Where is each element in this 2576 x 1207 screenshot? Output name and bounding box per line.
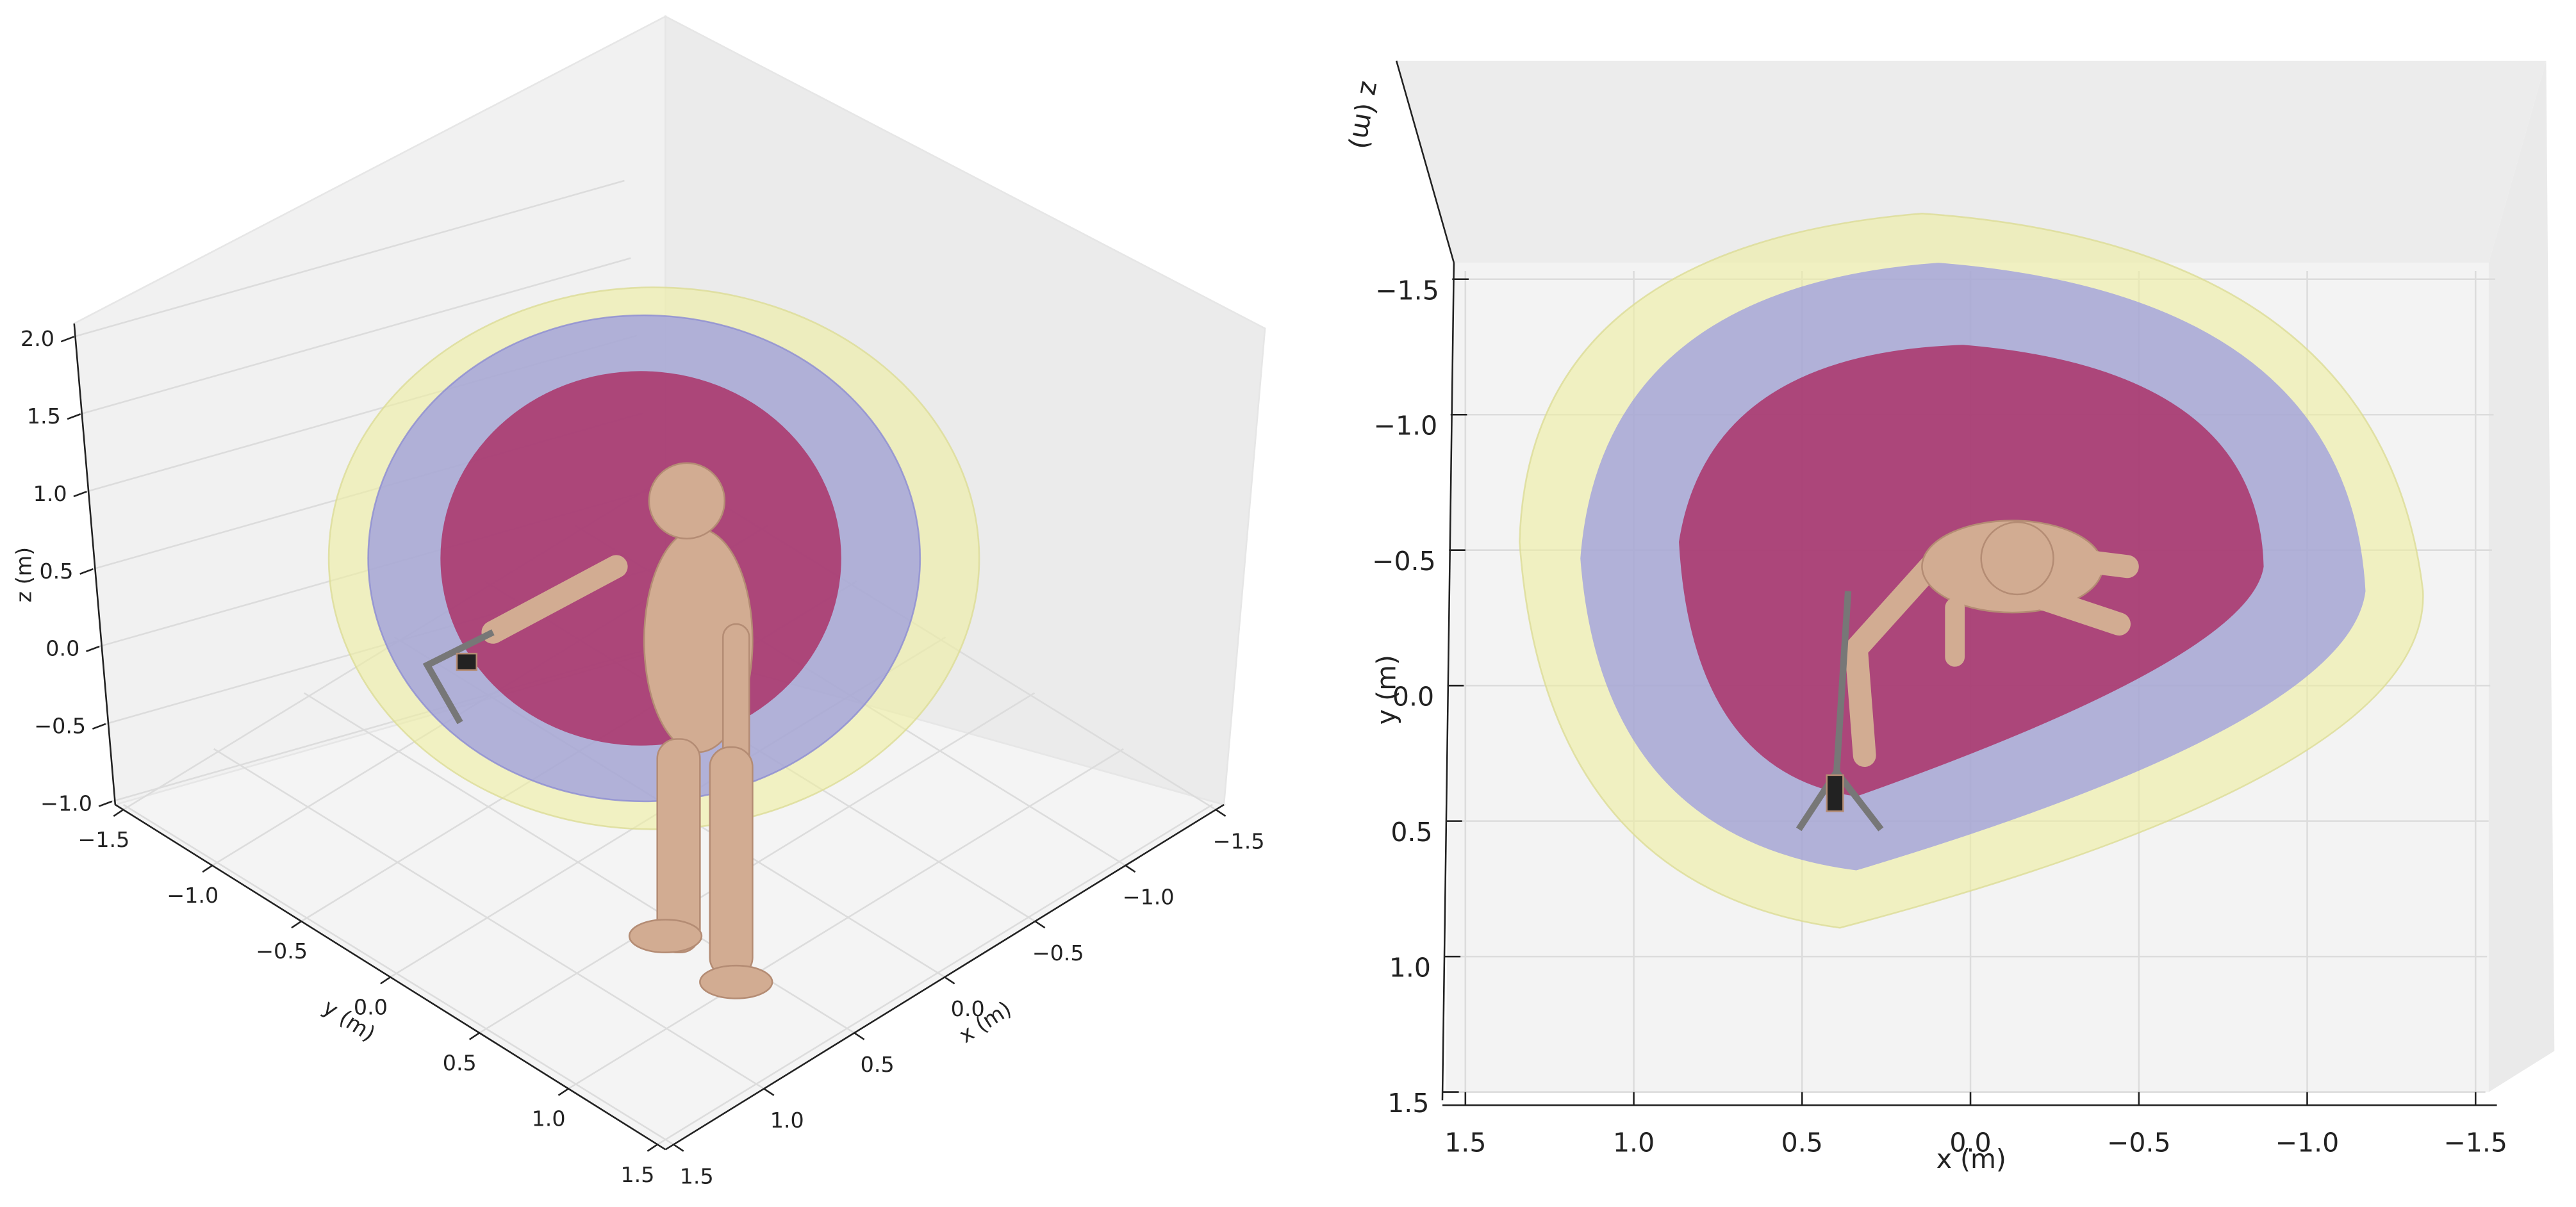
tick-mark (854, 1032, 865, 1040)
leg (656, 738, 701, 953)
tick-mark (673, 1144, 684, 1152)
tick-mark (557, 1088, 569, 1096)
grid-line (479, 692, 1036, 1034)
y-tick-label: −1.5 (78, 827, 129, 852)
z-axis-line (73, 323, 117, 805)
x-tick-label: 0.5 (1781, 1128, 1823, 1158)
legs (2033, 546, 2139, 636)
tick-mark (380, 976, 391, 985)
y-axis-line (1441, 263, 1455, 1101)
grid-line (122, 803, 675, 1145)
grid-line (568, 748, 1124, 1090)
z-tick-label: −1.0 (40, 791, 92, 816)
tick-mark (86, 645, 100, 652)
z-tick-label: 0.0 (45, 636, 79, 661)
x-tick-label: −1.5 (1213, 828, 1265, 853)
y-tick-label: −0.5 (1372, 546, 1436, 577)
tick-mark (67, 413, 81, 420)
tick-mark (202, 864, 213, 873)
foot (628, 919, 703, 953)
hand-device (456, 652, 478, 671)
y-tick-label: −1.0 (1374, 411, 1438, 441)
x-tick-label: 0.5 (861, 1052, 895, 1077)
tick-mark (1034, 920, 1046, 929)
z-tick-label: 0.5 (39, 559, 73, 584)
pane (2488, 60, 2555, 1092)
y-tick-label: −0.5 (256, 939, 308, 964)
tick-mark (944, 976, 955, 985)
arm (1844, 555, 1942, 768)
y-tick-label: −1.5 (1375, 275, 1439, 306)
z-axis-line (1395, 60, 1455, 263)
right-mannequin (1796, 520, 2139, 832)
y-tick-label: 0.5 (443, 1050, 477, 1075)
x-tick-label: 1.5 (680, 1163, 714, 1188)
y-tick-label: 0.5 (1391, 817, 1432, 848)
y-tick-label: 1.5 (1387, 1088, 1429, 1119)
y-tick-label: 1.0 (1389, 953, 1431, 983)
x-tick-label: 0.0 (1949, 1128, 1991, 1158)
grid-line (213, 748, 764, 1090)
x-tick-label: −0.5 (1032, 940, 1084, 965)
tick-mark (291, 920, 302, 929)
left-mannequin (422, 462, 773, 999)
y-axis-label: y (m) (1371, 655, 1401, 725)
z-tick-label: −0.5 (34, 714, 86, 739)
y-tick-label: 1.5 (620, 1162, 654, 1187)
hand-device (1826, 774, 1844, 812)
tick-mark (60, 336, 75, 343)
y-tick-label: 0.0 (354, 994, 388, 1019)
prosthesis (422, 629, 495, 725)
tick-mark (1125, 864, 1136, 873)
tick-mark (1215, 809, 1226, 817)
tick-mark (73, 491, 87, 498)
right-axes: x (m) y (m) z (m) 1.5 1.0 0.5 0.0 −0.5 −1.0 −1… (1344, 60, 2507, 1174)
leg (709, 746, 754, 978)
inner-workspace (440, 371, 841, 746)
x-tick-label: −1.0 (1123, 885, 1175, 910)
x-tick-label: −0.5 (2107, 1128, 2171, 1158)
left-axes: x (m) y (m) z (m) 1.51.00.50.0−0.5−1.0−1… (11, 323, 1265, 1188)
pane (1396, 60, 2547, 263)
x-tick-label: −1.5 (2443, 1128, 2507, 1158)
grid-line (80, 257, 631, 415)
z-tick-label: 2.0 (21, 326, 54, 351)
head (648, 462, 726, 540)
z-axis-label: z (m) (11, 547, 36, 603)
left-workspace (327, 286, 980, 830)
grid-line (657, 803, 1213, 1145)
head (1980, 521, 2054, 596)
y-tick-label: 1.0 (532, 1106, 566, 1131)
y-axis-line (115, 803, 666, 1151)
x-tick-label: 1.0 (770, 1108, 804, 1133)
z-tick-label: 1.5 (27, 404, 61, 429)
y-tick-label: −1.0 (167, 883, 219, 908)
z-tick-label: 1.0 (33, 481, 67, 506)
x-axis-label: x (m) (1936, 1144, 2006, 1174)
x-tick-label: −1.0 (2275, 1128, 2340, 1158)
tick-mark (79, 568, 94, 575)
tick-mark (98, 800, 113, 807)
y-tick-label: 0.0 (1392, 682, 1434, 712)
arm (481, 555, 628, 644)
foot (699, 964, 773, 999)
tick-mark (763, 1088, 775, 1096)
tick-mark (113, 809, 124, 817)
x-tick-label: 1.5 (1444, 1128, 1486, 1158)
grid-line (74, 179, 625, 338)
tick-mark (647, 1144, 658, 1152)
x-tick-label: 1.0 (1613, 1128, 1655, 1158)
tick-mark (92, 723, 106, 730)
tick-mark (468, 1032, 480, 1040)
z-axis-label: z (m) (1344, 79, 1387, 151)
x-tick-label: 0.0 (951, 996, 985, 1021)
